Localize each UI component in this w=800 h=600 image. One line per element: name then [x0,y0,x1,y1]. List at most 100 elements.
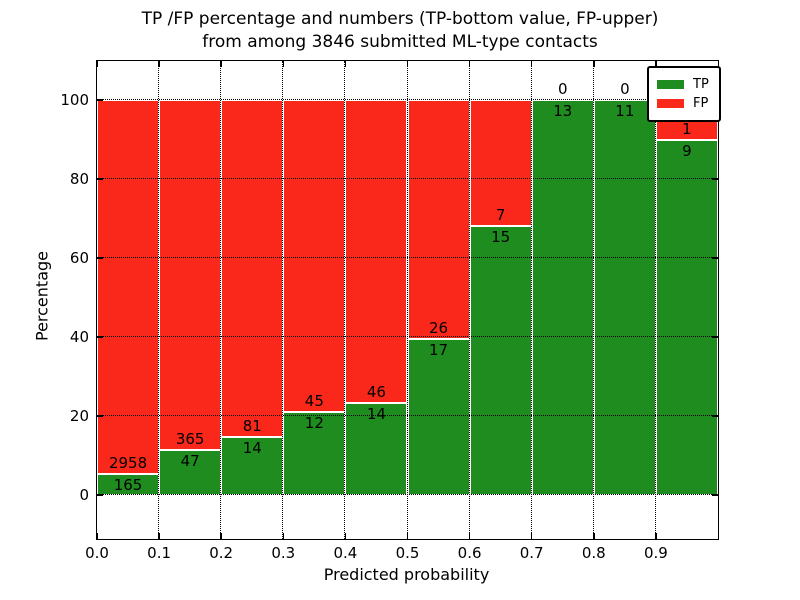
x-tick-bottom [406,533,409,539]
gridline-vertical [654,61,656,539]
bar-value-label-tp: 15 [491,227,511,246]
x-tick-top [158,61,160,67]
y-tick-left [97,336,103,338]
y-tick-label: 100 [60,91,89,109]
bar-value-label-tp: 12 [304,413,324,432]
gridline-vertical [530,61,532,539]
bar-segment-tp [345,402,408,495]
bar-value-label-fp: 26 [429,318,449,337]
gridline-vertical [158,61,160,539]
bar-value-label-tp: 14 [242,438,262,457]
y-tick-right [712,415,718,417]
gridline-horizontal [97,257,718,258]
bar-value-label-tp: 13 [553,102,573,120]
x-tick-label: 0.1 [147,544,172,562]
bar-segment-tp [593,100,656,495]
bar-value-label-fp: 7 [495,205,506,224]
x-tick-top [468,61,471,67]
x-tick-top [282,61,285,67]
x-tick-bottom [282,533,285,539]
bar-segment-tp [159,449,222,495]
bar-value-label-fp: 1 [682,119,692,138]
x-tick-top [344,61,347,67]
chart-title-line1: TP /FP percentage and numbers (TP-bottom… [141,9,659,29]
x-tick-top [655,61,657,67]
bar-segment-fp [159,100,222,450]
x-tick-top [593,61,595,67]
x-tick-top [406,61,409,67]
gridline-horizontal [97,178,718,179]
bar-value-label-fp: 46 [366,382,386,401]
x-axis-label: Predicted probability [323,565,490,584]
bar-value-label-fp: 0 [557,80,568,98]
y-tick-left [97,257,103,259]
bar-value-label-fp: 81 [242,416,262,435]
gridline-horizontal [97,494,718,495]
y-tick-left [97,415,103,417]
y-tick-left [97,99,103,101]
y-tick-left [97,178,103,180]
y-tick-label: 60 [69,249,89,267]
bar-value-label-fp: 45 [304,391,324,410]
legend: TP FP [647,66,721,122]
gridline-vertical [592,61,594,539]
gridline-vertical [220,61,222,539]
bar-value-label-tp: 9 [682,141,692,160]
legend-label-tp: TP [693,77,709,92]
x-tick-label: 0.5 [395,544,420,562]
gridline-vertical [282,61,284,539]
y-tick-label: 40 [69,328,89,346]
bar-value-label-fp: 0 [620,80,630,98]
bar-segment-fp [345,100,408,403]
x-tick-bottom [468,533,471,539]
bar-value-label-tp: 165 [113,476,143,495]
y-tick-label: 80 [69,170,89,188]
bar-segment-tp [655,139,718,495]
gridline-horizontal [97,336,718,337]
bar-value-label-fp: 2958 [108,454,148,473]
y-tick-right [712,257,718,259]
bar-value-label-tp: 11 [615,102,635,120]
bar-segment-tp [283,411,346,495]
y-tick-label: 0 [79,486,89,504]
x-tick-bottom [344,533,347,539]
x-tick-bottom [530,533,533,539]
bar-value-label-tp: 14 [366,404,386,423]
bar-value-label-fp: 365 [175,429,205,448]
y-tick-right [712,178,718,180]
y-tick-left [97,494,103,496]
bar-segment-fp [97,100,160,475]
gridline-vertical [468,61,470,539]
x-tick-label: 0.7 [519,544,544,562]
y-tick-label: 20 [69,407,89,425]
x-tick-label: 0.6 [457,544,482,562]
x-tick-bottom [593,533,595,539]
gridline-vertical [406,61,408,539]
x-tick-label: 0.3 [271,544,296,562]
x-tick-label: 0.4 [333,544,358,562]
bar-segment-fp [407,100,470,339]
chart-title: TP /FP percentage and numbers (TP-bottom… [0,8,800,54]
gridline-horizontal [97,99,718,100]
fp-legend-swatch-icon [657,99,684,108]
bar-value-label-tp: 47 [180,451,200,470]
bar-segment-tp [407,338,470,495]
x-tick-top [530,61,533,67]
x-tick-top [96,61,98,67]
x-tick-label: 0.9 [643,544,668,562]
y-tick-right [712,494,718,496]
y-tick-right [712,336,718,338]
bar-segment-fp [221,100,284,437]
x-tick-label: 0.2 [209,544,234,562]
x-tick-bottom [96,533,98,539]
gridline-horizontal [97,415,718,416]
x-tick-bottom [220,533,222,539]
x-tick-label: 0.0 [85,544,109,562]
gridline-vertical [344,61,346,539]
x-tick-bottom [158,533,160,539]
bar-segment-tp [531,100,594,495]
bar-segment-fp [469,100,532,226]
legend-entry-tp: TP [657,76,709,93]
x-tick-top [220,61,222,67]
